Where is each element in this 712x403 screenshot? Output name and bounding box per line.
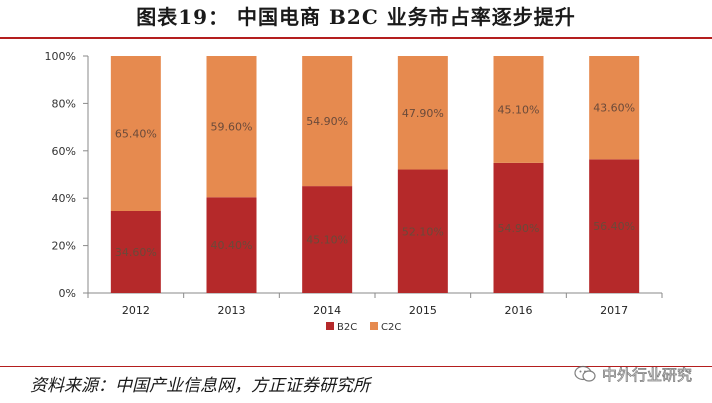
bar-c2c-2013 — [206, 56, 257, 198]
legend-swatch-c2c — [370, 322, 378, 330]
stacked-bar-chart: 0% 20% 40% 60% 80% 100% 34.60% 65.40% 2012 40.40%… — [45, 50, 663, 333]
data-label-b2c: 56.40% — [593, 220, 635, 233]
data-label-b2c: 54.90% — [498, 222, 540, 235]
legend-swatch-b2c — [326, 322, 334, 330]
bar-b2c-2017 — [589, 159, 640, 293]
x-tick-label: 2016 — [505, 304, 533, 317]
x-tick-label: 2015 — [409, 304, 437, 317]
x-tick-label: 2012 — [122, 304, 150, 317]
bar-c2c-2017 — [589, 56, 640, 160]
x-tick-label: 2017 — [600, 304, 628, 317]
y-tick-label: 0% — [59, 287, 76, 300]
watermark: 中外行业研究 — [574, 364, 692, 384]
bar-b2c-2012 — [110, 210, 161, 293]
y-tick-label: 40% — [52, 192, 76, 205]
bar-c2c-2012 — [110, 56, 161, 211]
data-label-c2c: 43.60% — [593, 102, 635, 115]
bar-b2c-2015 — [397, 169, 448, 293]
source-note: 资料来源：中国产业信息网，方正证券研究所 — [30, 376, 370, 396]
y-tick-label: 60% — [52, 145, 76, 158]
legend-label-b2c: B2C — [337, 322, 357, 333]
bar-b2c-2016 — [493, 162, 544, 293]
footer-divider — [0, 366, 712, 367]
bar-c2c-2015 — [397, 56, 448, 170]
legend-label-c2c: C2C — [381, 322, 401, 333]
data-label-b2c: 34.60% — [115, 246, 157, 259]
watermark-text: 中外行业研究 — [601, 365, 693, 384]
wechat-icon — [574, 365, 596, 382]
y-tick-label: 80% — [52, 97, 76, 110]
data-label-c2c: 59.60% — [211, 121, 253, 134]
data-label-c2c: 65.40% — [115, 127, 157, 140]
bar-c2c-2014 — [302, 56, 353, 187]
x-tick-label: 2013 — [218, 304, 246, 317]
bar-b2c-2013 — [206, 197, 257, 293]
y-tick-label: 20% — [52, 240, 76, 253]
data-label-c2c: 47.90% — [402, 107, 444, 120]
data-label-c2c: 54.90% — [306, 115, 348, 128]
y-tick-label: 100% — [45, 50, 76, 63]
x-tick-label: 2014 — [313, 304, 341, 317]
data-label-b2c: 45.10% — [306, 234, 348, 247]
bar-b2c-2014 — [302, 186, 353, 293]
data-label-c2c: 45.10% — [498, 103, 540, 116]
title-divider — [0, 37, 712, 39]
bar-c2c-2016 — [493, 56, 544, 163]
data-label-b2c: 52.10% — [402, 225, 444, 238]
data-label-b2c: 40.40% — [211, 239, 253, 252]
chart-title: 图表19： 中国电商 B2C 业务市占率逐步提升 — [136, 5, 576, 29]
